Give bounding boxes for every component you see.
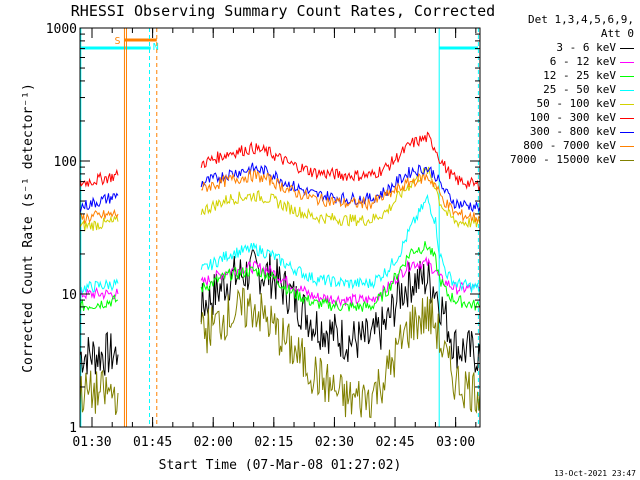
legend-item: 3 - 6 keV — [486, 41, 634, 55]
x-tick-label: 02:45 — [375, 435, 414, 450]
legend-swatch — [620, 61, 634, 63]
series-line-7 — [201, 169, 481, 225]
series-line-2 — [79, 294, 119, 313]
annotation-label-n: N — [153, 42, 159, 53]
x-tick-label: 02:00 — [194, 435, 233, 450]
legend-item: 300 - 800 keV — [486, 125, 634, 139]
series-line-4 — [79, 214, 119, 232]
series-line-8 — [200, 287, 481, 419]
series-line-8 — [79, 369, 119, 416]
series-line-3 — [79, 278, 119, 295]
legend-swatch — [620, 145, 634, 147]
series-line-0 — [79, 331, 119, 376]
legend-label: 800 - 7000 keV — [523, 139, 616, 152]
generation-timestamp: 13-Oct-2021 23:47 — [554, 469, 636, 478]
series-line-1 — [200, 256, 481, 307]
series-line-6 — [79, 192, 119, 214]
series-line-1 — [79, 286, 119, 301]
legend-label: 3 - 6 keV — [556, 41, 616, 54]
legend-header-line-2: Att 0 — [600, 27, 634, 40]
x-tick-label: 01:45 — [133, 435, 172, 450]
legend-swatch — [620, 117, 634, 119]
legend-swatch — [620, 89, 634, 91]
legend-label: 300 - 800 keV — [529, 125, 616, 138]
legend-label: 100 - 300 keV — [529, 111, 616, 124]
legend-label: 12 - 25 keV — [543, 69, 616, 82]
chart-title: RHESSI Observing Summary Count Rates, Co… — [71, 2, 495, 20]
y-tick-label: 10 — [61, 288, 77, 303]
legend: Det 1,3,4,5,6,9, Att 0 3 - 6 keV 6 - 12 k… — [486, 13, 634, 167]
legend-swatch — [620, 47, 634, 49]
legend-item: 12 - 25 keV — [486, 69, 634, 83]
legend-item: 50 - 100 keV — [486, 97, 634, 111]
legend-item: 25 - 50 keV — [486, 83, 634, 97]
legend-swatch — [620, 75, 634, 77]
legend-header-line-1: Det 1,3,4,5,6,9, — [528, 13, 634, 26]
x-axis-label: Start Time (07-Mar-08 01:27:02) — [159, 458, 402, 473]
x-tick-label: 01:30 — [72, 435, 111, 450]
series-line-5 — [200, 131, 481, 191]
legend-item: 800 - 7000 keV — [486, 139, 634, 153]
legend-label: 25 - 50 keV — [543, 83, 616, 96]
plot-frame — [79, 27, 481, 428]
annotation-label-s: S — [114, 36, 120, 47]
x-tick-label: 03:00 — [436, 435, 475, 450]
y-axis-label: Corrected Count Rate (s⁻¹ detector⁻¹) — [21, 83, 36, 373]
y-tick-label: 1 — [69, 421, 77, 436]
legend-item: 6 - 12 keV — [486, 55, 634, 69]
legend-swatch — [620, 131, 634, 133]
series-line-3 — [200, 193, 481, 294]
x-tick-label: 02:30 — [315, 435, 354, 450]
legend-label: 7000 - 15000 keV — [510, 153, 616, 166]
legend-item: 100 - 300 keV — [486, 111, 634, 125]
series-line-5 — [79, 168, 119, 188]
legend-item: 7000 - 15000 keV — [486, 153, 634, 167]
y-tick-label: 1000 — [46, 22, 77, 37]
series-line-7 — [79, 208, 119, 225]
legend-label: 6 - 12 keV — [549, 55, 616, 68]
legend-label: 50 - 100 keV — [536, 97, 616, 110]
legend-swatch — [620, 159, 634, 161]
y-tick-label: 100 — [54, 155, 77, 170]
x-tick-label: 02:15 — [254, 435, 293, 450]
series-line-2 — [200, 241, 481, 312]
legend-swatch — [620, 103, 634, 105]
